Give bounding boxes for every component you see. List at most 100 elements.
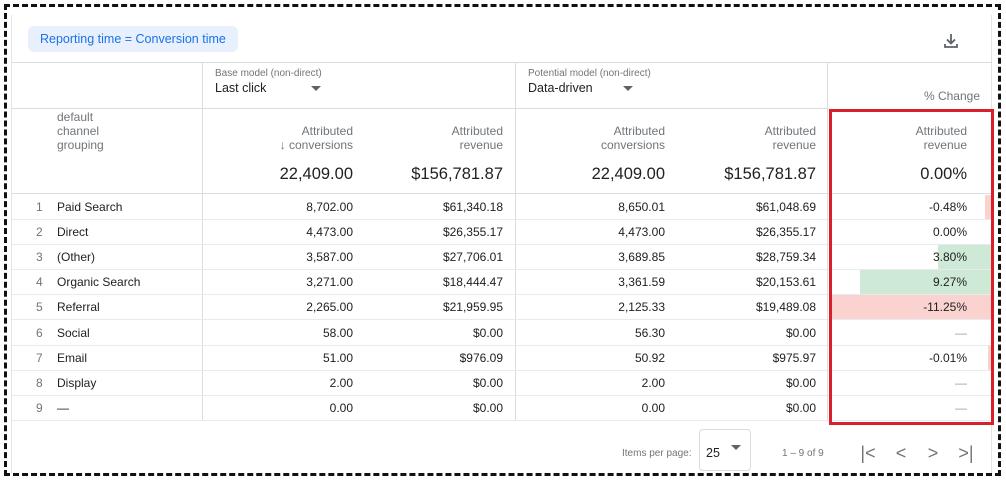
table-row[interactable]: 6 Social 58.00 $0.00 56.30 $0.00 — [12, 321, 992, 346]
table-row[interactable]: 5 Referral 2,265.00 $21,959.95 2,125.33 $19,4… [12, 295, 992, 320]
channel-name: Referral [57, 300, 100, 314]
potential-conversions-cell: 8,650.01 [618, 200, 665, 214]
base-model-value: Last click [215, 81, 267, 95]
change-bar [938, 245, 992, 270]
items-per-page-select[interactable] [699, 429, 751, 471]
channel-name: Display [57, 376, 97, 390]
row-divider [12, 395, 992, 396]
potential-revenue-cell: $26,355.17 [755, 225, 816, 239]
base-revenue-header[interactable]: Attributed revenue [363, 124, 503, 152]
base-conversions-cell: 51.00 [322, 351, 353, 365]
row-index: 4 [36, 275, 43, 289]
row-divider [12, 219, 992, 220]
pct-change-cell: — [955, 401, 967, 415]
divider [12, 193, 992, 194]
channel-name: Social [57, 326, 90, 340]
last-page-icon[interactable]: >| [958, 443, 974, 463]
total-potential-conversions: 22,409.00 [591, 165, 665, 183]
base-conversions-cell: 4,473.00 [306, 225, 353, 239]
chevron-down-icon [731, 445, 741, 450]
table-row[interactable]: 1 Paid Search 8,702.00 $61,340.18 8,650.01 $6… [12, 195, 992, 220]
pct-change-cell: 0.00% [932, 225, 967, 239]
base-revenue-cell: $976.09 [459, 351, 503, 365]
potential-conversions-cell: 3,689.85 [618, 250, 665, 264]
row-divider [12, 244, 992, 245]
channel-name: Organic Search [57, 275, 141, 289]
total-base-conversions: 22,409.00 [279, 165, 353, 183]
highlight-box [829, 109, 994, 425]
potential-conversions-cell: 56.30 [634, 326, 665, 340]
divider [12, 108, 829, 109]
prev-page-icon[interactable]: < [895, 443, 907, 463]
header-line: Attributed [613, 124, 665, 138]
pct-change-cell: — [955, 376, 967, 390]
pct-change-cell: — [955, 326, 967, 340]
column-divider [827, 62, 828, 420]
dimension-header-line: default [57, 110, 94, 124]
potential-conversions-cell: 2,125.33 [618, 300, 665, 314]
potential-revenue-header[interactable]: Attributed revenue [676, 124, 816, 152]
divider [12, 62, 992, 63]
base-revenue-cell: $0.00 [472, 376, 503, 390]
change-bar [985, 195, 992, 220]
table-row[interactable]: 4 Organic Search 3,271.00 $18,444.47 3,361.5… [12, 270, 992, 295]
change-bar [988, 346, 992, 371]
table-row[interactable]: 7 Email 51.00 $976.09 50.92 $975.97 -0.01% [12, 346, 992, 371]
pct-change-revenue-header[interactable]: Attributed revenue [827, 124, 967, 152]
base-conversions-cell: 3,587.00 [306, 250, 353, 264]
download-icon[interactable] [940, 30, 962, 52]
table-row[interactable]: 3 (Other) 3,587.00 $27,706.01 3,689.85 $28,75… [12, 245, 992, 270]
base-revenue-cell: $26,355.17 [442, 225, 503, 239]
base-conversions-cell: 2,265.00 [306, 300, 353, 314]
potential-revenue-cell: $0.00 [785, 376, 816, 390]
total-potential-revenue: $156,781.87 [724, 165, 816, 183]
pct-change-cell: 3.80% [932, 250, 967, 264]
pagination-range: 1 – 9 of 9 [782, 448, 824, 459]
potential-revenue-cell: $61,048.69 [755, 200, 816, 214]
row-divider [12, 345, 992, 346]
dimension-header-line: grouping [57, 138, 104, 152]
base-conversions-header[interactable]: Attributed ↓ conversions [213, 124, 353, 152]
base-revenue-cell: $21,959.95 [442, 300, 503, 314]
header-line: Attributed [915, 124, 967, 138]
screenshot-frame [4, 4, 1001, 476]
base-revenue-cell: $0.00 [472, 326, 503, 340]
potential-conversions-cell: 4,473.00 [618, 225, 665, 239]
arrow-down-icon: ↓ [279, 138, 286, 152]
header-line: conversions [600, 138, 665, 152]
column-divider [202, 62, 203, 420]
row-index: 8 [36, 376, 43, 390]
potential-conversions-header[interactable]: Attributed conversions [525, 124, 665, 152]
table-row[interactable]: 9 — 0.00 $0.00 0.00 $0.00 — [12, 396, 992, 421]
potential-model-label: Potential model (non-direct) [528, 68, 651, 79]
next-page-icon[interactable]: > [927, 443, 939, 463]
base-conversions-cell: 8,702.00 [306, 200, 353, 214]
channel-name: (Other) [57, 250, 96, 264]
potential-conversions-cell: 50.92 [634, 351, 665, 365]
header-line: revenue [459, 138, 503, 152]
potential-revenue-cell: $0.00 [785, 326, 816, 340]
pct-change-cell: -0.01% [928, 351, 967, 365]
row-divider [12, 269, 992, 270]
table-row[interactable]: 2 Direct 4,473.00 $26,355.17 4,473.00 $26,355… [12, 220, 992, 245]
row-index: 5 [36, 300, 43, 314]
chevron-down-icon [623, 86, 633, 91]
header-line: revenue [772, 138, 816, 152]
header-line: Attributed [764, 124, 816, 138]
channel-name: — [57, 401, 69, 415]
row-index: 2 [36, 225, 43, 239]
potential-revenue-cell: $975.97 [772, 351, 816, 365]
first-page-icon[interactable]: |< [860, 443, 876, 463]
change-bar [832, 295, 992, 320]
base-revenue-cell: $27,706.01 [442, 250, 503, 264]
row-index: 6 [36, 326, 43, 340]
dimension-header[interactable]: default channel grouping [57, 110, 104, 152]
header-line: conversions [288, 138, 353, 152]
potential-revenue-cell: $28,759.34 [755, 250, 816, 264]
potential-model-value: Data-driven [528, 81, 593, 95]
reporting-time-chip[interactable]: Reporting time = Conversion time [28, 26, 238, 52]
base-conversions-cell: 0.00 [329, 401, 353, 415]
table-row[interactable]: 8 Display 2.00 $0.00 2.00 $0.00 — [12, 371, 992, 396]
total-base-revenue: $156,781.87 [411, 165, 503, 183]
potential-revenue-cell: $19,489.08 [755, 300, 816, 314]
